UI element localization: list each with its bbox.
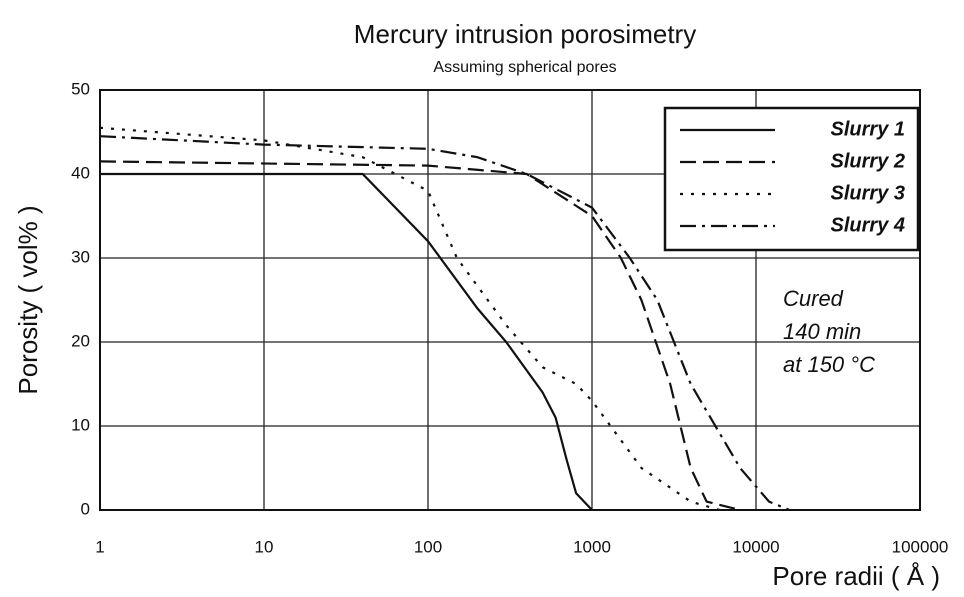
annotation: Cured <box>783 286 844 311</box>
legend-box <box>663 106 920 252</box>
y-tick-label: 20 <box>71 331 90 350</box>
x-axis-label: Pore radii ( Å ) <box>772 561 940 591</box>
y-tick-label: 30 <box>71 247 90 266</box>
series-line <box>99 126 720 512</box>
chart-title: Mercury intrusion porosimetry <box>354 19 696 49</box>
x-tick-label: 10000 <box>732 537 779 556</box>
y-tick-label: 10 <box>71 415 90 434</box>
x-tick-label: 1000 <box>573 537 611 556</box>
y-tick-label: 0 <box>81 499 90 518</box>
y-tick-label: 50 <box>71 79 90 98</box>
plot-frame <box>99 89 921 511</box>
series-line <box>99 135 790 512</box>
legend-label: Slurry 2 <box>831 150 905 172</box>
legend-label: Slurry 1 <box>831 118 905 140</box>
series-line <box>99 160 741 512</box>
annotation: 140 min <box>783 319 861 344</box>
y-axis-label: Porosity ( vol% ) <box>13 205 43 394</box>
legend-label: Slurry 4 <box>831 214 905 236</box>
legend-label: Slurry 3 <box>831 182 905 204</box>
chart-subtitle: Assuming spherical pores <box>433 59 616 76</box>
annotation: at 150 °C <box>783 352 875 377</box>
x-tick-label: 100 <box>414 537 442 556</box>
y-tick-label: 40 <box>71 163 90 182</box>
x-tick-label: 10 <box>255 537 274 556</box>
x-tick-label: 100000 <box>892 537 949 556</box>
series-line <box>100 172 593 511</box>
x-tick-label: 1 <box>95 537 104 556</box>
